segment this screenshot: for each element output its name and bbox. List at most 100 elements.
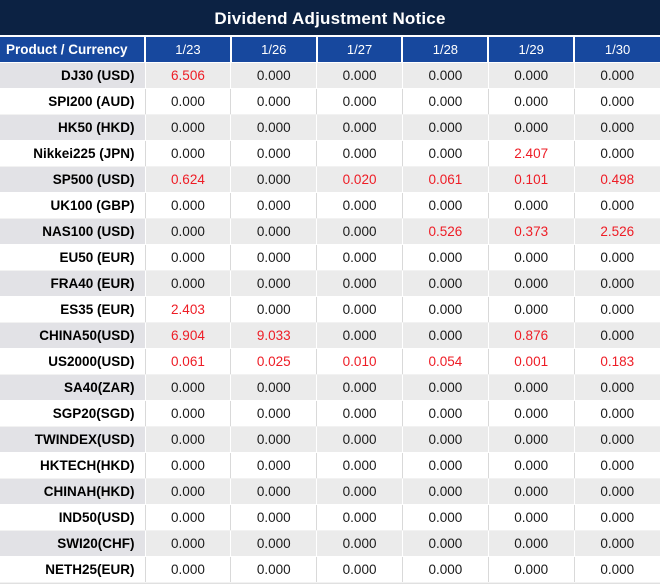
value-cell: 0.000 xyxy=(573,322,660,349)
value-cell: 0.000 xyxy=(230,400,317,427)
value-cell: 0.000 xyxy=(230,88,317,115)
product-cell: UK100 (GBP) xyxy=(0,192,146,219)
value-cell: 0.000 xyxy=(487,244,575,271)
column-header-product: Product / Currency xyxy=(0,37,146,63)
value-cell: 0.000 xyxy=(487,62,575,89)
value-cell: 0.000 xyxy=(487,296,575,323)
table-row: US2000(USD) 0.061 0.025 0.010 0.054 0.001 0.18… xyxy=(0,348,660,375)
product-cell: CHINA50(USD) xyxy=(0,322,146,349)
value-cell: 0.000 xyxy=(144,192,231,219)
value-cell: 0.061 xyxy=(144,348,231,375)
page-title: Dividend Adjustment Notice xyxy=(0,0,660,37)
column-header-date: 1/27 xyxy=(315,37,403,63)
value-cell: 0.061 xyxy=(401,166,489,193)
value-cell: 0.183 xyxy=(573,348,660,375)
value-cell: 0.000 xyxy=(230,244,317,271)
value-cell: 0.000 xyxy=(573,374,660,401)
product-cell: HKTECH(HKD) xyxy=(0,452,146,479)
value-cell: 0.000 xyxy=(316,192,403,219)
product-cell: IND50(USD) xyxy=(0,504,146,531)
value-cell: 2.526 xyxy=(573,218,660,245)
value-cell: 0.000 xyxy=(316,556,403,583)
value-cell: 0.000 xyxy=(401,244,489,271)
value-cell: 0.000 xyxy=(487,452,575,479)
value-cell: 0.000 xyxy=(230,478,317,505)
value-cell: 0.876 xyxy=(487,322,575,349)
value-cell: 0.000 xyxy=(230,218,317,245)
table-row: EU50 (EUR) 0.000 0.000 0.000 0.000 0.000 0.000 xyxy=(0,244,660,271)
value-cell: 0.000 xyxy=(401,504,489,531)
value-cell: 0.000 xyxy=(487,400,575,427)
table-row: DJ30 (USD) 6.506 0.000 0.000 0.000 0.000 0.000 xyxy=(0,62,660,89)
value-cell: 0.624 xyxy=(144,166,231,193)
value-cell: 0.000 xyxy=(230,114,317,141)
value-cell: 0.000 xyxy=(573,114,660,141)
table-row: CHINA50(USD) 6.904 9.033 0.000 0.000 0.876 0.0… xyxy=(0,322,660,349)
value-cell: 0.000 xyxy=(487,114,575,141)
value-cell: 0.000 xyxy=(144,114,231,141)
value-cell: 0.000 xyxy=(144,140,231,167)
value-cell: 0.000 xyxy=(316,296,403,323)
value-cell: 0.000 xyxy=(487,88,575,115)
table-body: DJ30 (USD) 6.506 0.000 0.000 0.000 0.000 0.000… xyxy=(0,62,660,583)
value-cell: 0.000 xyxy=(573,62,660,89)
value-cell: 0.000 xyxy=(401,114,489,141)
value-cell: 0.000 xyxy=(487,192,575,219)
value-cell: 0.000 xyxy=(573,556,660,583)
value-cell: 0.101 xyxy=(487,166,575,193)
table-row: SA40(ZAR) 0.000 0.000 0.000 0.000 0.000 0.000 xyxy=(0,374,660,401)
value-cell: 0.000 xyxy=(573,140,660,167)
value-cell: 0.000 xyxy=(401,140,489,167)
value-cell: 0.000 xyxy=(573,244,660,271)
value-cell: 0.000 xyxy=(573,270,660,297)
value-cell: 0.000 xyxy=(316,218,403,245)
value-cell: 2.403 xyxy=(144,296,231,323)
value-cell: 2.407 xyxy=(487,140,575,167)
value-cell: 0.000 xyxy=(316,426,403,453)
table-row: FRA40 (EUR) 0.000 0.000 0.000 0.000 0.000 0.00… xyxy=(0,270,660,297)
value-cell: 0.000 xyxy=(144,244,231,271)
table-row: UK100 (GBP) 0.000 0.000 0.000 0.000 0.000 0.00… xyxy=(0,192,660,219)
value-cell: 0.000 xyxy=(230,504,317,531)
product-cell: SPI200 (AUD) xyxy=(0,88,146,115)
product-cell: SGP20(SGD) xyxy=(0,400,146,427)
value-cell: 0.000 xyxy=(573,530,660,557)
table-row: Nikkei225 (JPN) 0.000 0.000 0.000 0.000 2.407… xyxy=(0,140,660,167)
value-cell: 0.000 xyxy=(230,62,317,89)
value-cell: 0.000 xyxy=(316,374,403,401)
value-cell: 0.000 xyxy=(487,374,575,401)
value-cell: 0.000 xyxy=(316,504,403,531)
product-cell: SA40(ZAR) xyxy=(0,374,146,401)
value-cell: 0.000 xyxy=(316,478,403,505)
table-row: SGP20(SGD) 0.000 0.000 0.000 0.000 0.000 0.000 xyxy=(0,400,660,427)
table-row: SPI200 (AUD) 0.000 0.000 0.000 0.000 0.000 0.0… xyxy=(0,88,660,115)
table-row: TWINDEX(USD) 0.000 0.000 0.000 0.000 0.000 0.0… xyxy=(0,426,660,453)
value-cell: 0.000 xyxy=(316,62,403,89)
value-cell: 0.000 xyxy=(573,426,660,453)
table-row: CHINAH(HKD) 0.000 0.000 0.000 0.000 0.000 0.00… xyxy=(0,478,660,505)
product-cell: SWI20(CHF) xyxy=(0,530,146,557)
table-row: HKTECH(HKD) 0.000 0.000 0.000 0.000 0.000 0.00… xyxy=(0,452,660,479)
product-cell: CHINAH(HKD) xyxy=(0,478,146,505)
table-row: NETH25(EUR) 0.000 0.000 0.000 0.000 0.000 0.00… xyxy=(0,556,660,583)
value-cell: 0.000 xyxy=(144,270,231,297)
value-cell: 0.000 xyxy=(144,374,231,401)
table-row: HK50 (HKD) 0.000 0.000 0.000 0.000 0.000 0.000 xyxy=(0,114,660,141)
value-cell: 0.000 xyxy=(401,530,489,557)
value-cell: 0.000 xyxy=(230,296,317,323)
value-cell: 0.000 xyxy=(316,270,403,297)
value-cell: 0.025 xyxy=(230,348,317,375)
column-header-date: 1/30 xyxy=(573,37,660,63)
value-cell: 0.000 xyxy=(144,452,231,479)
value-cell: 0.498 xyxy=(573,166,660,193)
value-cell: 0.000 xyxy=(230,556,317,583)
value-cell: 0.000 xyxy=(401,192,489,219)
value-cell: 0.000 xyxy=(401,88,489,115)
product-cell: DJ30 (USD) xyxy=(0,62,146,89)
value-cell: 0.000 xyxy=(487,504,575,531)
value-cell: 0.000 xyxy=(230,452,317,479)
value-cell: 0.000 xyxy=(144,478,231,505)
column-header-date: 1/28 xyxy=(401,37,489,63)
value-cell: 0.000 xyxy=(316,244,403,271)
